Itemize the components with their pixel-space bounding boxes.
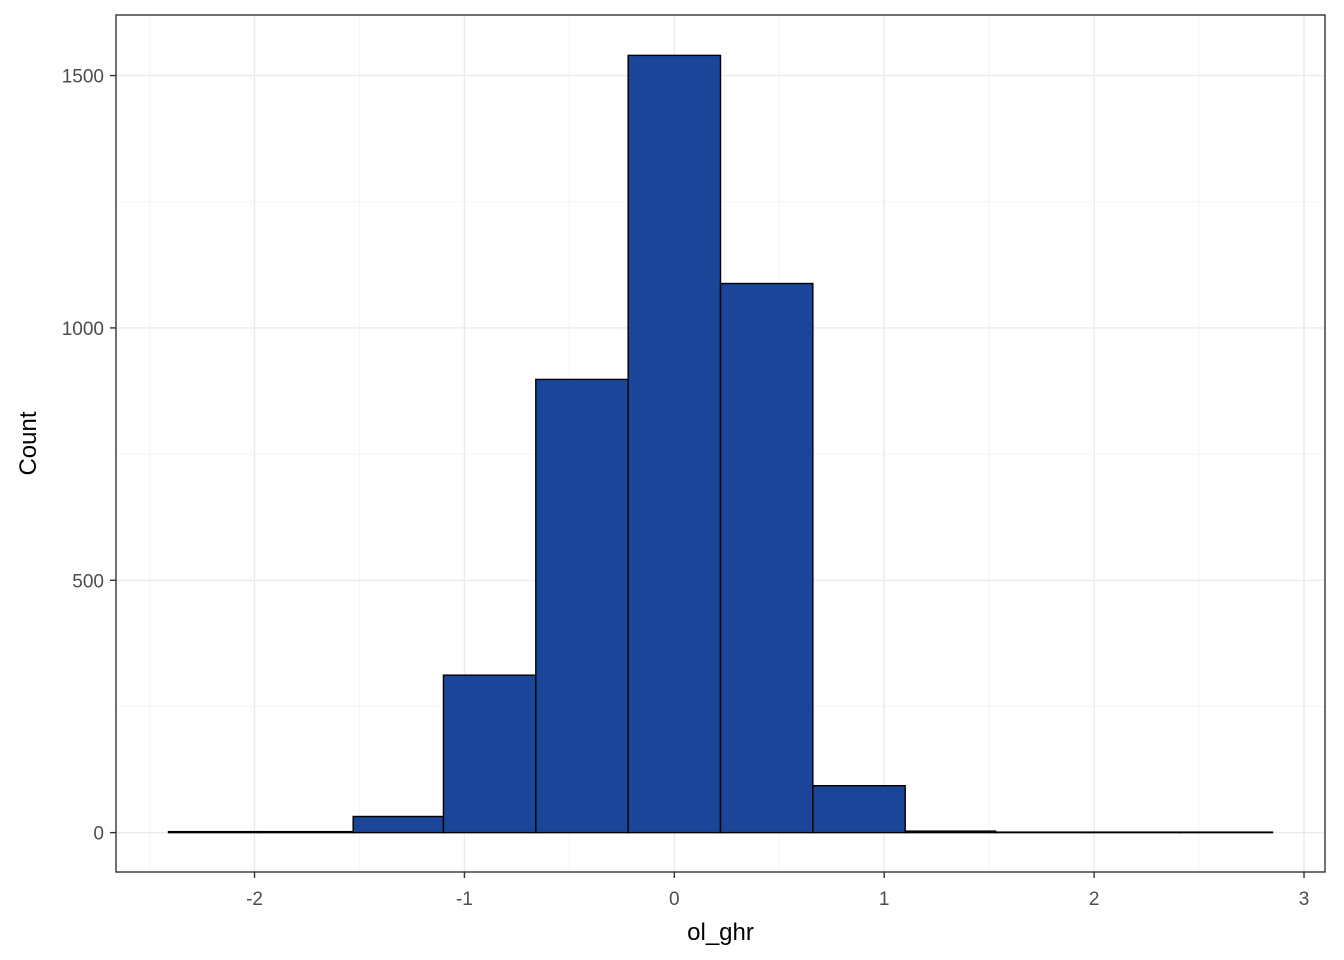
x-tick-label: 0 [669,889,680,910]
histogram-bar [260,830,354,834]
histogram-bar [352,815,445,834]
x-tick-label: -2 [246,889,263,910]
y-tick-label: 1500 [62,67,104,88]
histogram-bar [167,830,262,834]
histogram-bar [1179,831,1274,834]
histogram-bar [812,784,906,834]
histogram-bar [535,378,629,834]
y-axis-title: Count [15,411,42,475]
histogram-bar [904,830,997,834]
x-tick-label: 1 [879,889,890,910]
histogram-bars [167,54,1274,834]
histogram-bar [1087,831,1181,834]
y-tick-label: 0 [93,824,104,845]
x-axis-ticks: -2 -1 0 1 2 3 [246,872,1309,910]
x-tick-label: 2 [1089,889,1100,910]
y-tick-label: 1000 [62,319,104,340]
y-tick-label: 500 [72,571,104,592]
histogram-bar [627,54,722,834]
x-tick-label: -1 [456,889,473,910]
x-axis-title: ol_ghr [687,919,754,946]
histogram-bar [719,282,814,834]
panel-border [115,14,1326,873]
histogram-bar [442,674,537,834]
y-axis-ticks: 0 500 1000 1500 [62,67,116,845]
x-tick-label: 3 [1299,889,1310,910]
histogram-bar [994,831,1089,834]
